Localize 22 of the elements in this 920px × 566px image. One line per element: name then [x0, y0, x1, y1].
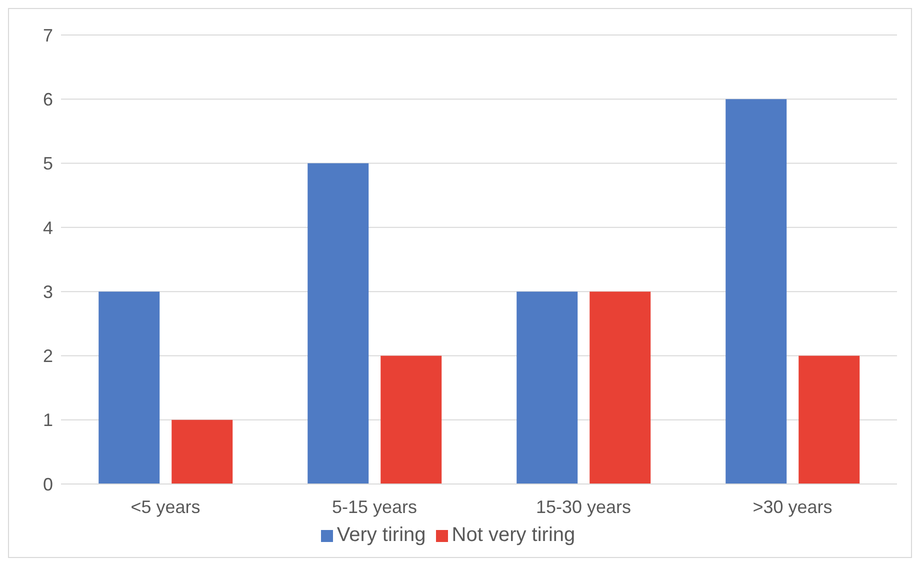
- bar: [798, 356, 860, 484]
- legend-label: Not very tiring: [452, 524, 576, 546]
- y-tick-label: 2: [42, 346, 53, 366]
- y-tick-label: 3: [42, 282, 53, 302]
- x-tick-label: >30 years: [752, 496, 832, 517]
- bar: [726, 99, 787, 484]
- y-tick-label: 7: [42, 25, 53, 46]
- x-tick-label: <5 years: [130, 496, 200, 517]
- bar: [98, 292, 160, 484]
- x-tick-label: 15-30 years: [536, 496, 632, 517]
- bar: [516, 292, 578, 484]
- legend-label: Very tiring: [336, 524, 426, 546]
- bar: [308, 163, 369, 484]
- bar: [590, 292, 651, 484]
- x-tick-label: 5-15 years: [332, 496, 418, 517]
- y-tick-label: 1: [42, 410, 53, 430]
- y-tick-label: 5: [42, 154, 53, 174]
- bar: [172, 420, 233, 484]
- y-tick-label: 6: [42, 90, 53, 110]
- y-tick-label: 0: [42, 474, 53, 494]
- y-tick-label: 4: [42, 218, 53, 238]
- bar: [380, 356, 442, 484]
